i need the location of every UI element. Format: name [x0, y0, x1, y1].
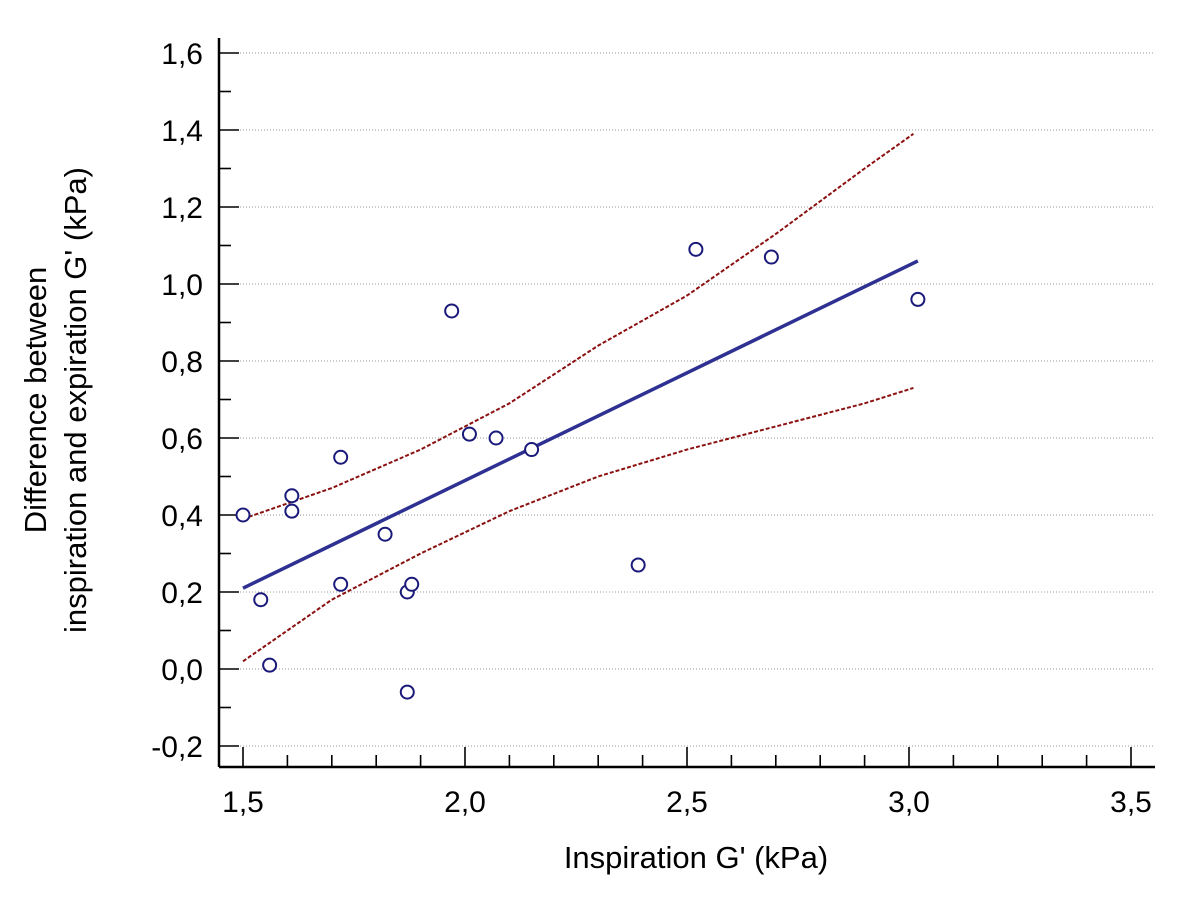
x-tick-label-4: 3,5	[1110, 786, 1152, 819]
y-tick-label-6: 1,0	[161, 269, 203, 302]
regression-line	[242, 259, 919, 590]
y-tick-label-4: 0,6	[161, 423, 203, 456]
confidence-upper-line	[242, 133, 915, 520]
y-tick-label-2: 0,2	[161, 577, 203, 610]
data-point-2	[262, 657, 278, 673]
y-axis-title: Difference between inspiration and expir…	[18, 167, 93, 633]
data-points	[235, 241, 926, 700]
y-tick-label-8: 1,4	[161, 115, 203, 148]
y-tick-label-3: 0,4	[161, 500, 203, 533]
data-point-11	[444, 303, 460, 319]
data-point-0	[235, 507, 251, 523]
data-point-3	[284, 488, 300, 504]
y-tick-label-0: -0,2	[151, 731, 203, 764]
y-tick-label-5: 0,8	[161, 346, 203, 379]
y-axis-title-line-2: inspiration and expiration G' (kPa)	[58, 167, 93, 633]
y-tick-label-7: 1,2	[161, 192, 203, 225]
x-tick-label-1: 2,0	[444, 786, 486, 819]
data-point-4	[284, 503, 300, 519]
data-point-9	[404, 576, 420, 592]
regression-line-group	[242, 259, 919, 590]
data-point-13	[488, 430, 504, 446]
data-point-5	[333, 449, 349, 465]
confidence-bands	[242, 133, 915, 663]
data-point-16	[688, 241, 704, 257]
x-tick-label-0: 1,5	[222, 786, 264, 819]
y-tick-label-9: 1,6	[161, 38, 203, 71]
tick-labels: -0,2 0,0 0,2 0,4 0,6 0,8 1,0 1,2 1,4 1,6 1,5 2,0 2,5…	[151, 38, 1152, 819]
data-point-18	[910, 291, 926, 307]
data-point-14	[524, 442, 540, 458]
confidence-lower-line	[242, 386, 914, 663]
data-point-7	[377, 526, 393, 542]
x-axis-title: Inspiration G' (kPa)	[564, 840, 828, 875]
data-point-1	[253, 592, 269, 608]
y-tick-label-1: 0,0	[161, 654, 203, 687]
data-point-10	[399, 684, 415, 700]
data-point-15	[630, 557, 646, 573]
tick-marks	[219, 52, 1132, 767]
data-point-6	[333, 576, 349, 592]
x-tick-label-2: 2,5	[666, 786, 708, 819]
y-axis-title-line-1: Difference between	[18, 267, 53, 534]
grid-lines	[219, 52, 1155, 747]
data-point-12	[461, 426, 477, 442]
axes	[217, 38, 1155, 769]
x-tick-label-3: 3,0	[888, 786, 930, 819]
data-point-17	[763, 249, 779, 265]
